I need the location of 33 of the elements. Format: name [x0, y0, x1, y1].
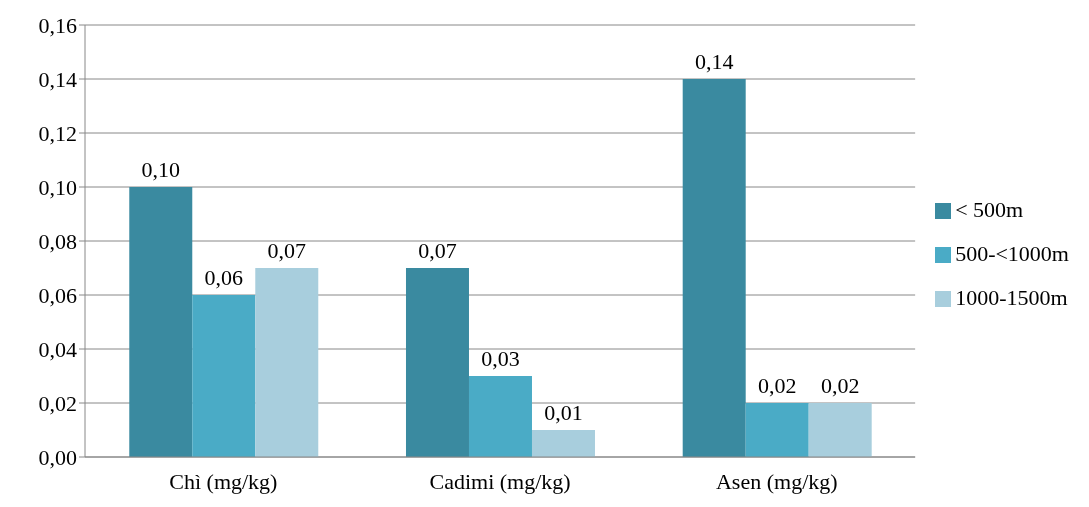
y-tick-label: 0,08	[38, 228, 77, 254]
y-tick-label: 0,00	[38, 444, 77, 470]
y-tick-label: 0,02	[38, 390, 77, 416]
data-label: 0,07	[418, 238, 457, 263]
bar	[531, 430, 595, 457]
bar	[255, 268, 319, 457]
data-label: 0,10	[141, 157, 181, 182]
x-tick-label: Chì (mg/kg)	[169, 468, 278, 494]
y-tick-label: 0,10	[38, 174, 77, 200]
y-tick-label: 0,14	[38, 66, 77, 92]
bar	[682, 79, 746, 457]
bar	[405, 268, 469, 457]
y-tick-label: 0,04	[38, 336, 77, 362]
legend-label: 500-<1000m	[955, 240, 1069, 266]
bar	[129, 187, 193, 457]
data-label: 0,06	[204, 265, 244, 290]
y-tick-label: 0,12	[38, 120, 77, 146]
bar	[468, 376, 532, 457]
x-tick-label: Asen (mg/kg)	[715, 468, 838, 494]
y-tick-label: 0,06	[38, 282, 77, 308]
data-label: 0,03	[481, 346, 520, 371]
bar	[808, 403, 872, 457]
bar	[192, 295, 256, 457]
data-label: 0,02	[820, 373, 860, 398]
bar	[745, 403, 809, 457]
y-tick-label: 0,16	[38, 12, 77, 38]
x-tick-label: Cadimi (mg/kg)	[429, 468, 571, 494]
data-label: 0,07	[267, 238, 307, 263]
data-label: 0,14	[694, 49, 734, 74]
data-label: 0,02	[757, 373, 797, 398]
data-label: 0,01	[544, 400, 583, 425]
legend-label: 1000-1500m	[955, 284, 1068, 310]
legend-label: < 500m	[955, 196, 1024, 222]
